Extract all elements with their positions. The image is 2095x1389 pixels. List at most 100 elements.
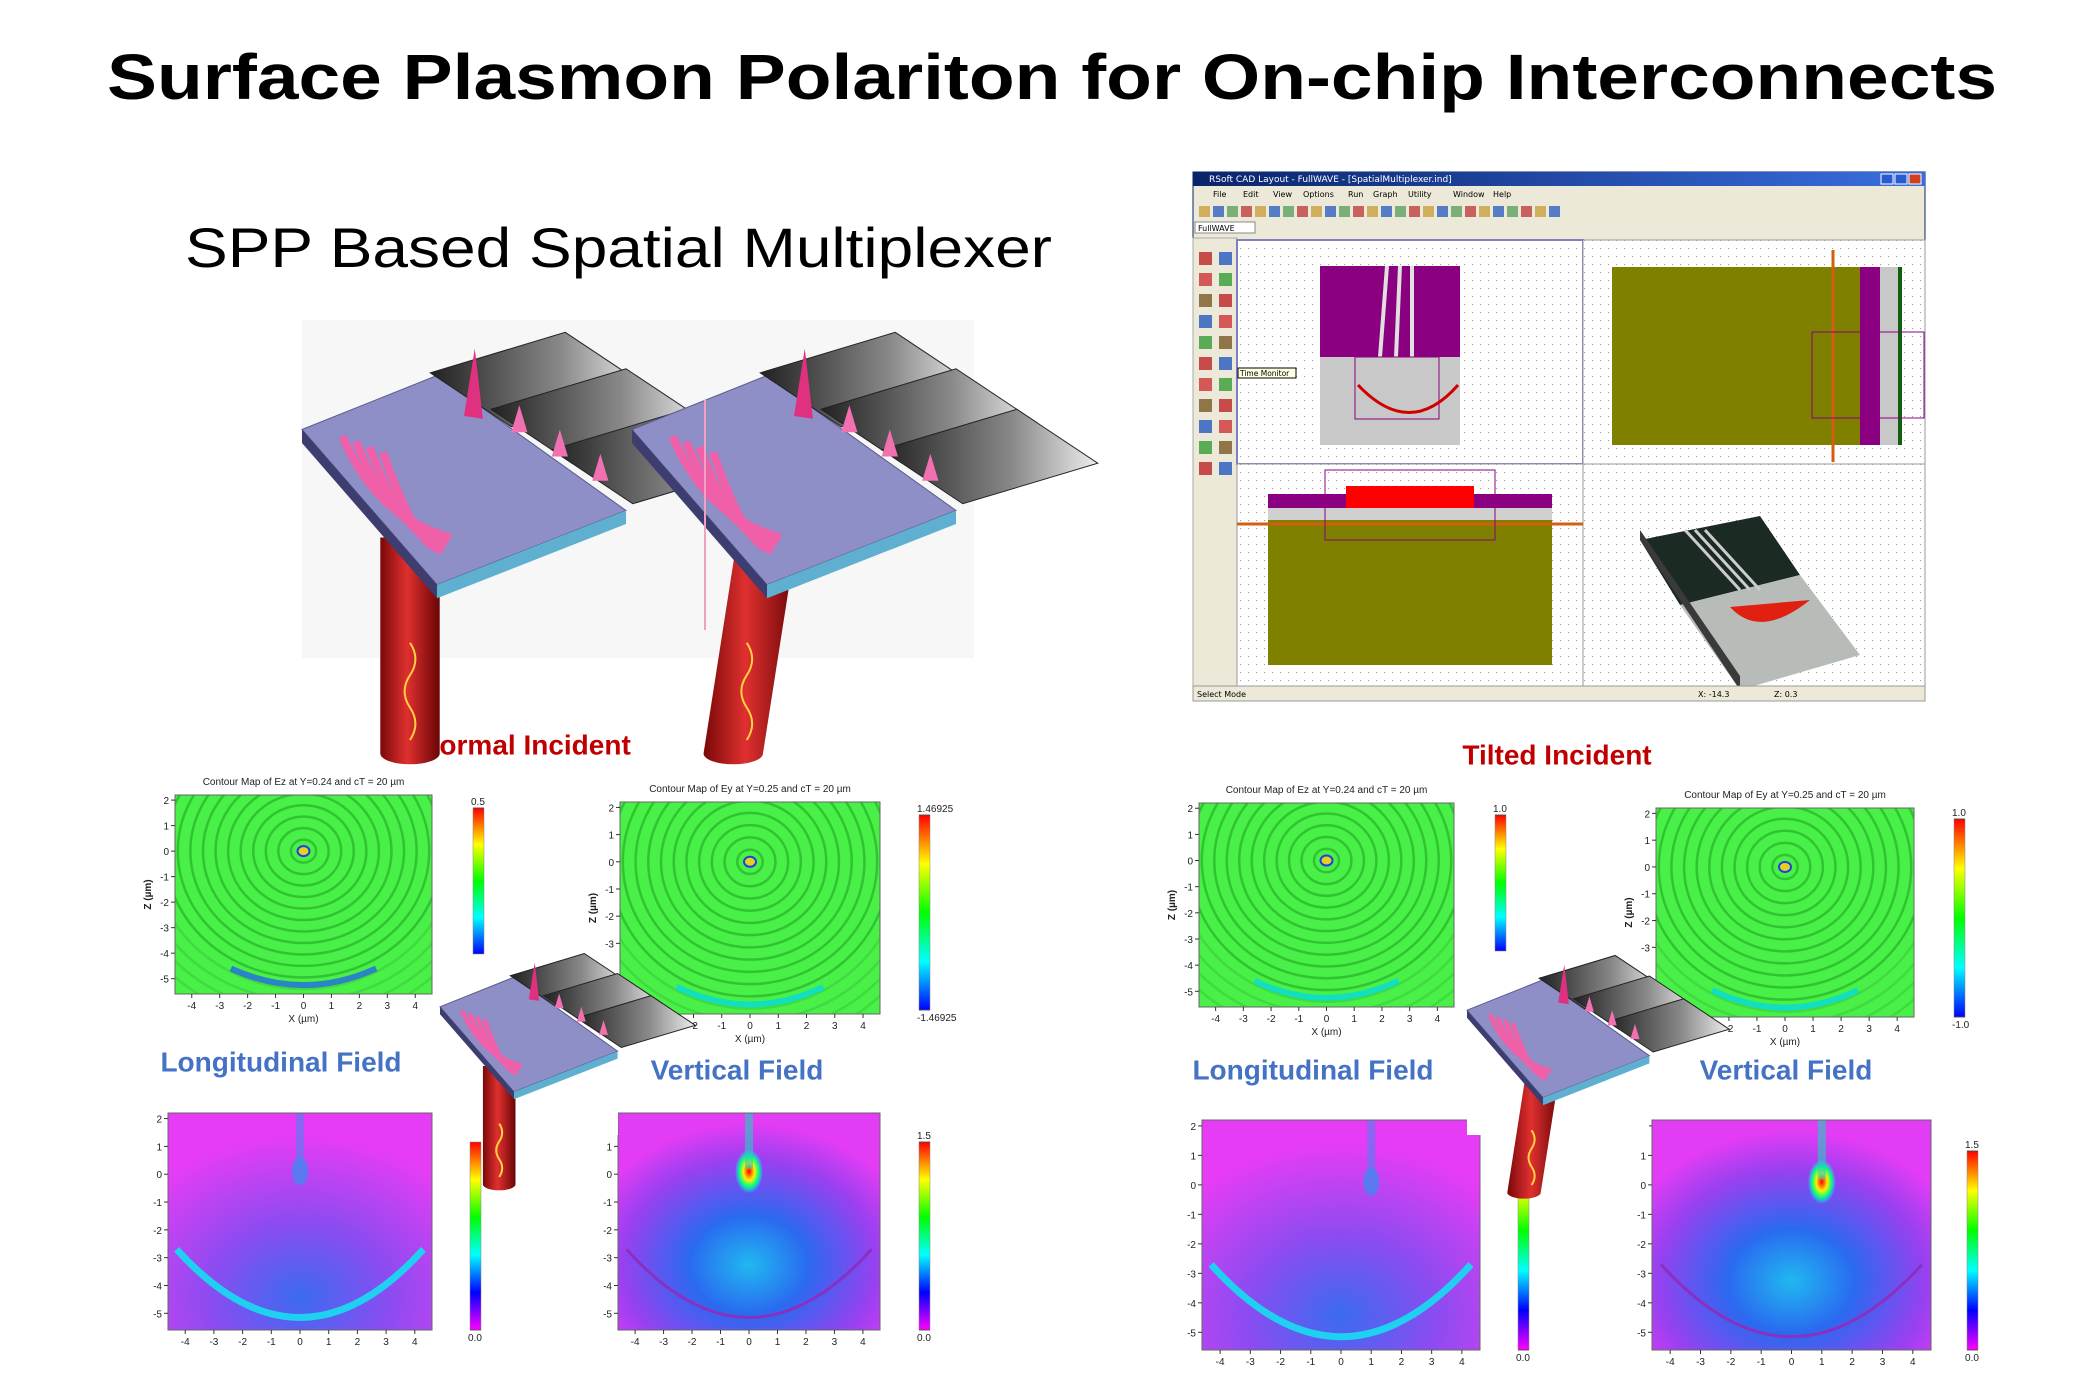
wave-ring xyxy=(1225,803,1428,956)
y-tick-label: -4 xyxy=(1184,961,1193,972)
spp-peak xyxy=(794,348,813,419)
x-tick-label: 2 xyxy=(803,1337,809,1348)
lens xyxy=(1730,600,1810,622)
x-tick-label: 4 xyxy=(1459,1357,1465,1368)
wave-ring xyxy=(176,795,431,968)
colorbar xyxy=(472,807,485,955)
y-tick-label: -1 xyxy=(1187,1210,1196,1221)
colorbar-label: 0.0 xyxy=(468,1333,482,1344)
y-tick-label: -4 xyxy=(1187,1299,1196,1310)
tool-icon xyxy=(1493,206,1504,217)
window-title: RSoft CAD Layout - FullWAVE - [SpatialMu… xyxy=(1209,175,1452,185)
spp-ring xyxy=(695,445,776,550)
green-strip xyxy=(1898,267,1902,445)
y-tick-label: -2 xyxy=(1641,917,1650,928)
wave-ring xyxy=(1771,853,1799,881)
y-tick-label: -3 xyxy=(1641,943,1650,954)
wave-ring xyxy=(239,795,368,910)
tool-icon xyxy=(1199,252,1212,265)
slab-edge xyxy=(632,429,767,599)
y-tick-label: -1 xyxy=(1637,1210,1646,1221)
spp-ring xyxy=(482,1018,518,1075)
wave-ring xyxy=(1199,932,1454,1003)
wave-ring xyxy=(289,838,318,864)
colorbar-label: -1.46925 xyxy=(917,1013,957,1024)
plot-title: Contour Map of Ez at Y=0.24 and cT = 20 … xyxy=(1226,785,1428,796)
y-tick-label: -3 xyxy=(153,1254,162,1265)
wave xyxy=(740,642,754,741)
fiber xyxy=(380,537,440,765)
x-tick-label: 2 xyxy=(1838,1024,1844,1035)
x-tick-label: 1 xyxy=(1368,1357,1374,1368)
x-tick-label: -3 xyxy=(215,1001,224,1012)
y-axis-label: Z (µm) xyxy=(1167,890,1178,920)
tool-icon xyxy=(1219,378,1232,391)
spp-peak xyxy=(1630,1023,1640,1040)
tool-icon xyxy=(1241,206,1252,217)
y-tick-label: 0 xyxy=(1644,863,1650,874)
wave-ring xyxy=(1287,823,1366,898)
menu-item: File xyxy=(1213,190,1226,199)
slab-top-dark xyxy=(1640,516,1800,605)
tool-icon xyxy=(1451,206,1462,217)
status-bar xyxy=(1192,685,1926,702)
y-tick-label: 1 xyxy=(156,1142,162,1153)
colorbar-label: -1.0 xyxy=(1952,1020,1970,1031)
x-tick-label: 2 xyxy=(357,1001,363,1012)
device-insets xyxy=(439,952,1731,1199)
tool-icon xyxy=(1199,294,1212,307)
slab-edge xyxy=(437,510,626,599)
tool-icon xyxy=(1199,378,1212,391)
source-spot xyxy=(1319,854,1334,867)
tool-icon xyxy=(1199,357,1212,370)
y-tick-label: -1 xyxy=(605,885,614,896)
wave-ring xyxy=(1733,817,1837,917)
beam xyxy=(1817,1120,1826,1179)
x-tick-label: 3 xyxy=(832,1337,838,1348)
y-tick-label: -2 xyxy=(605,912,614,923)
tool-icon xyxy=(1199,420,1212,433)
lens-arc xyxy=(1356,383,1460,414)
wave-ring xyxy=(1708,808,1862,941)
y-tick-label: -1 xyxy=(153,1198,162,1209)
wave xyxy=(1527,1129,1536,1186)
y-tick-label: 0 xyxy=(1190,1181,1196,1192)
menu-item: Options xyxy=(1303,190,1334,199)
x-tick-label: -2 xyxy=(238,1337,247,1348)
plot-area xyxy=(618,1113,880,1330)
y-tick-label: -3 xyxy=(160,924,169,935)
y-tick-label: 2 xyxy=(1644,809,1650,820)
tool-icon xyxy=(1199,206,1210,217)
lens-field xyxy=(229,965,378,988)
x-axis-label: X (µm) xyxy=(288,1014,318,1025)
y-tick-label: 1 xyxy=(1190,1151,1196,1162)
focus-spot xyxy=(735,1149,763,1194)
wave-ring xyxy=(672,802,828,937)
tool-icon xyxy=(1219,420,1232,433)
x-tick-label: -1 xyxy=(1753,1024,1762,1035)
spp-peak xyxy=(1607,1010,1617,1026)
tool-icon xyxy=(1219,462,1232,475)
spp-peak xyxy=(576,1006,586,1022)
tool-icon xyxy=(1199,441,1212,454)
wave-ring xyxy=(723,836,777,888)
title-bar xyxy=(1193,172,1925,186)
x-tick-label: -3 xyxy=(1246,1357,1255,1368)
wave-ring xyxy=(621,802,879,986)
y-axis-label: Z (µm) xyxy=(588,893,599,923)
y-tick-label: 1 xyxy=(1187,830,1193,841)
x-tick-label: -4 xyxy=(631,1337,640,1348)
wave-ring xyxy=(1275,812,1378,909)
wave-ring xyxy=(685,802,815,925)
olive-region xyxy=(1268,520,1552,665)
plot-area xyxy=(1199,803,1454,1007)
x-tick-label: 3 xyxy=(1429,1357,1435,1368)
plot-area xyxy=(175,795,432,994)
colorbar-label: 1.5 xyxy=(1965,1140,1979,1151)
mode-select xyxy=(1194,221,1256,234)
x-tick-label: -4 xyxy=(187,1001,196,1012)
slab-edge xyxy=(302,429,437,599)
spp-ring xyxy=(474,1015,519,1073)
x-tick-label: -3 xyxy=(209,1337,218,1348)
